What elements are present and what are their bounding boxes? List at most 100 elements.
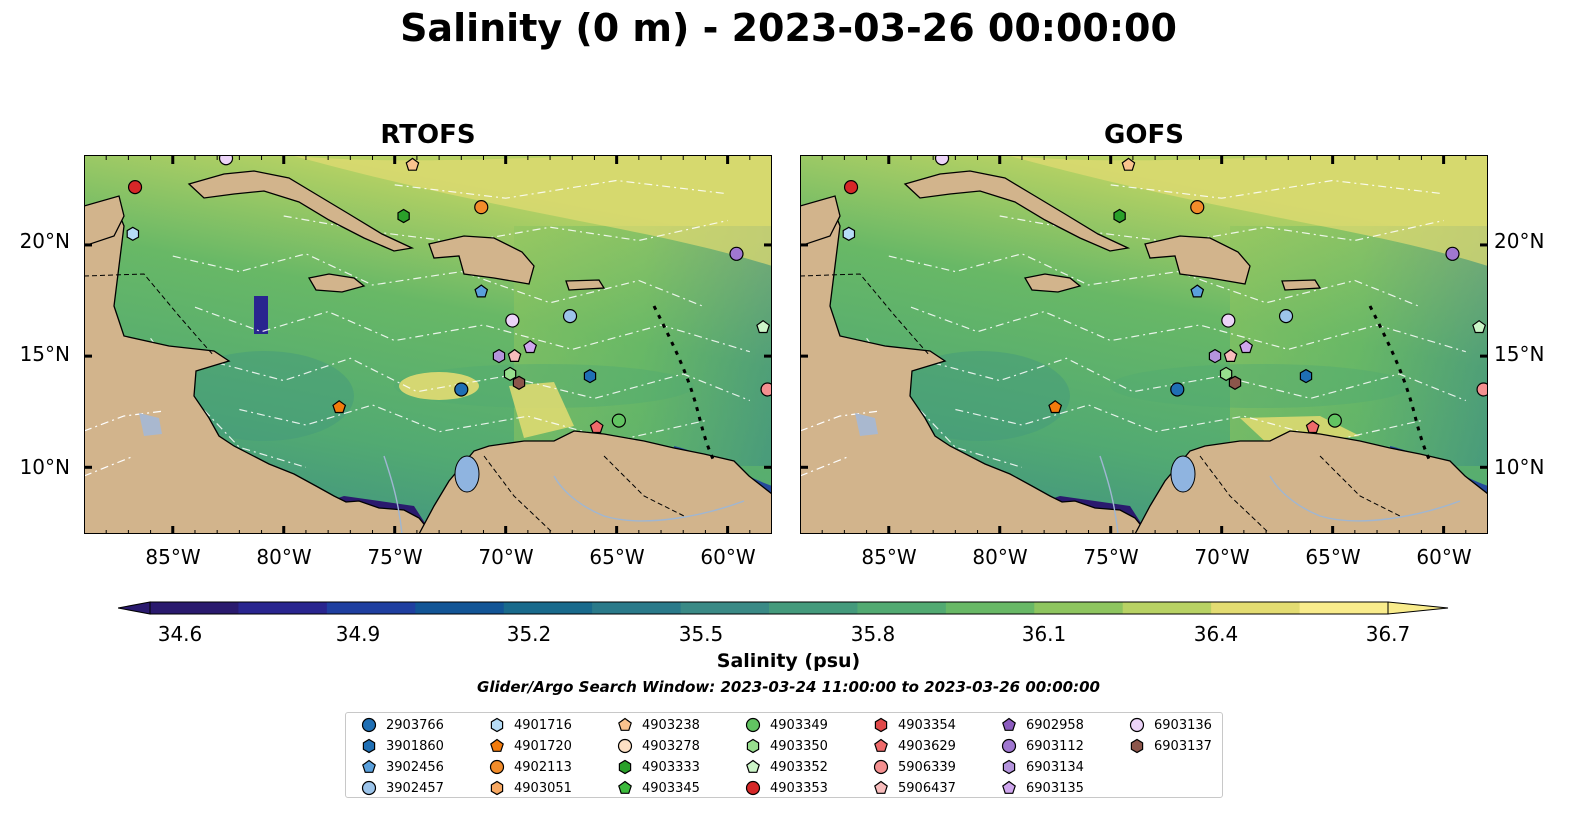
legend-item-6903112: 6903112 [1000, 736, 1084, 756]
circle-marker-icon [489, 759, 505, 775]
legend-item-4901720: 4901720 [488, 736, 572, 756]
cuba-island [903, 170, 1131, 252]
legend-item-4903352: 4903352 [744, 757, 828, 777]
float-marker-4903352 [1472, 319, 1487, 334]
colorbar-segment [680, 602, 770, 614]
rtofs-lon-label-60w: 60°W [700, 545, 756, 569]
float-marker-4901720 [1048, 400, 1063, 414]
legend-item-5906437: 5906437 [872, 778, 956, 798]
float-marker-6903112 [1445, 246, 1460, 261]
legend-item-2903766: 2903766 [360, 715, 444, 735]
float-marker-4901720 [332, 400, 347, 414]
legend-label: 4903349 [770, 717, 828, 733]
colorbar-segment [945, 602, 1035, 614]
central-america-landmass [84, 156, 433, 534]
hexagon-marker-icon [618, 759, 632, 775]
jamaica-island [307, 273, 366, 293]
eez-boundary-line [888, 253, 1422, 308]
legend-label: 4903278 [642, 738, 700, 754]
map-tick-marks [800, 156, 1488, 534]
eez-boundary-line [172, 253, 706, 308]
float-marker-4903629 [589, 420, 604, 434]
legend-item-4903333: 4903333 [616, 757, 700, 777]
legend-item-4903350: 4903350 [744, 736, 828, 756]
float-marker-3901860 [1299, 368, 1313, 384]
float-marker-5906339 [1476, 382, 1488, 397]
legend-label: 6902958 [1026, 717, 1084, 733]
colorbar-segment [1211, 602, 1301, 614]
float-marker-4903350 [1219, 366, 1233, 382]
colorbar-tick-label: 35.8 [850, 622, 896, 646]
rtofs-lon-label-75w: 75°W [367, 545, 423, 569]
rtofs-salinity-map [84, 156, 772, 534]
colorbar-tick-label: 35.5 [678, 622, 724, 646]
float-marker-3901860 [583, 368, 597, 384]
legend-item-4903345: 4903345 [616, 778, 700, 798]
low-salinity-anomaly [254, 296, 268, 334]
salinity-eddy [174, 351, 354, 441]
hexagon-marker-icon [362, 738, 376, 754]
search-window-caption: Glider/Argo Search Window: 2023-03-24 11… [477, 678, 1100, 696]
legend-item-4903349: 4903349 [744, 715, 828, 735]
circle-marker-icon [1129, 717, 1145, 733]
pentagon-marker-icon [746, 759, 760, 773]
float-marker-4903333 [1113, 208, 1126, 224]
legend-label: 4901716 [514, 717, 572, 733]
map-tick-marks [84, 156, 772, 534]
legend-label: 3901860 [386, 738, 444, 754]
colorbar-segment [238, 602, 328, 614]
float-marker-4902113 [474, 200, 489, 215]
rtofs-lat-label-15n: 15°N [19, 342, 70, 366]
country-border [1199, 455, 1401, 534]
colorbar-tick-label: 34.6 [157, 622, 203, 646]
legend-label: 6903137 [1154, 738, 1212, 754]
float-marker-4901716 [842, 226, 856, 241]
colorbar-segment [415, 602, 505, 614]
float-marker-5906339 [760, 382, 772, 397]
float-marker-3902457 [1278, 308, 1294, 324]
legend-item-4903238: 4903238 [616, 715, 700, 735]
float-marker-4903629 [1305, 420, 1320, 434]
colorbar-segment [503, 602, 593, 614]
colorbar-segment [592, 602, 682, 614]
pentagon-marker-icon [618, 717, 632, 731]
legend-label: 4903333 [642, 759, 700, 775]
river-line [1099, 455, 1119, 534]
float-marker-4903349 [1327, 413, 1342, 428]
legend-label: 6903112 [1026, 738, 1084, 754]
pentagon-marker-icon [362, 759, 376, 773]
colorbar-segment [769, 602, 858, 614]
float-marker-6903136 [1221, 313, 1236, 328]
legend-item-5906339: 5906339 [872, 757, 956, 777]
legend-item-4901716: 4901716 [488, 715, 572, 735]
float-marker-5906437 [507, 348, 522, 362]
river-line [553, 475, 745, 522]
colorbar-segment [1299, 602, 1389, 614]
gofs-lon-label-85w: 85°W [861, 545, 917, 569]
pentagon-marker-icon [874, 780, 888, 794]
country-border [483, 455, 685, 534]
float-marker-3902456 [1190, 284, 1205, 298]
yucatan-peninsula [800, 195, 841, 247]
float-legend: 2903766 3901860 3902456 3902457 4901716 49017… [345, 712, 1223, 798]
eez-boundary-line [394, 179, 728, 199]
circle-marker-icon [745, 717, 761, 733]
hexagon-marker-icon [1130, 738, 1144, 754]
float-marker-2903766 [1170, 382, 1185, 397]
lesser-antilles-islands [652, 305, 716, 462]
legend-item-4903629: 4903629 [872, 736, 956, 756]
lake-maracaibo [454, 455, 480, 493]
gofs-salinity-map [800, 156, 1488, 534]
colorbar-tick-label: 34.9 [335, 622, 381, 646]
circle-marker-icon [745, 780, 761, 796]
rtofs-lat-label-20n: 20°N [19, 229, 70, 253]
legend-label: 6903136 [1154, 717, 1212, 733]
gofs-lon-label-60w: 60°W [1416, 545, 1472, 569]
legend-label: 4901720 [514, 738, 572, 754]
legend-item-6903134: 6903134 [1000, 757, 1084, 777]
gofs-lon-label-80w: 80°W [972, 545, 1028, 569]
eez-boundary-line [800, 410, 881, 477]
float-marker-4903333 [397, 208, 410, 224]
legend-label: 4902113 [514, 759, 572, 775]
gofs-lat-label-20n: 20°N [1494, 229, 1545, 253]
